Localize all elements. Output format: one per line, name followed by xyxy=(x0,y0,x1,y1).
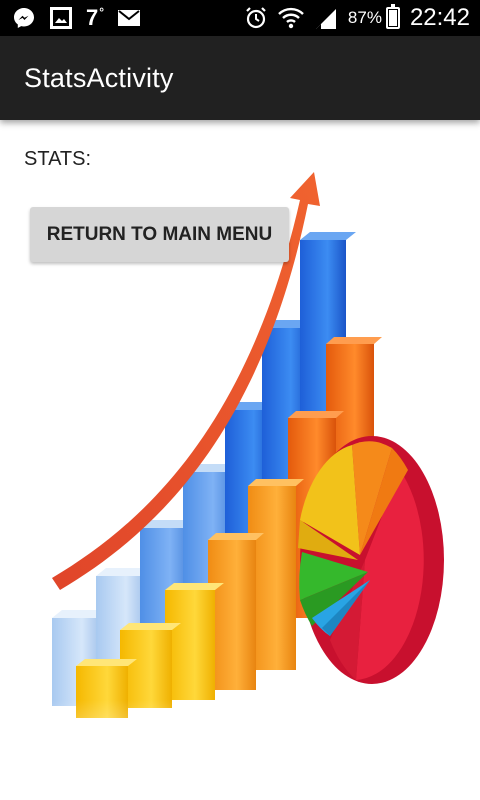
battery-fill xyxy=(388,10,397,26)
page-title: StatsActivity xyxy=(24,62,174,93)
battery-icon xyxy=(385,4,400,29)
battery-percent: 87% xyxy=(347,8,382,27)
signal-icon xyxy=(315,9,336,29)
reflection-fade xyxy=(0,700,480,800)
temperature-readout: 7° xyxy=(86,5,104,31)
temperature-value: 7 xyxy=(86,5,99,30)
clock: 22:42 xyxy=(409,4,470,31)
pie-chart-illustration xyxy=(298,436,444,684)
messenger-icon xyxy=(14,8,34,28)
status-bar: 7° 87% 22:42 xyxy=(0,0,480,36)
status-bar-right: 87% 22:42 xyxy=(234,4,470,32)
gallery-icon xyxy=(50,7,72,29)
stats-illustration xyxy=(0,172,480,800)
alarm-icon xyxy=(246,7,266,29)
stats-label: STATS: xyxy=(24,148,92,170)
temperature-unit: ° xyxy=(99,5,105,19)
return-to-main-menu-button[interactable]: RETURN TO MAIN MENU xyxy=(30,207,289,262)
action-bar: StatsActivity xyxy=(0,36,480,120)
status-bar-left: 7° xyxy=(12,5,154,31)
wifi-icon xyxy=(278,7,304,29)
mail-icon xyxy=(118,10,141,26)
